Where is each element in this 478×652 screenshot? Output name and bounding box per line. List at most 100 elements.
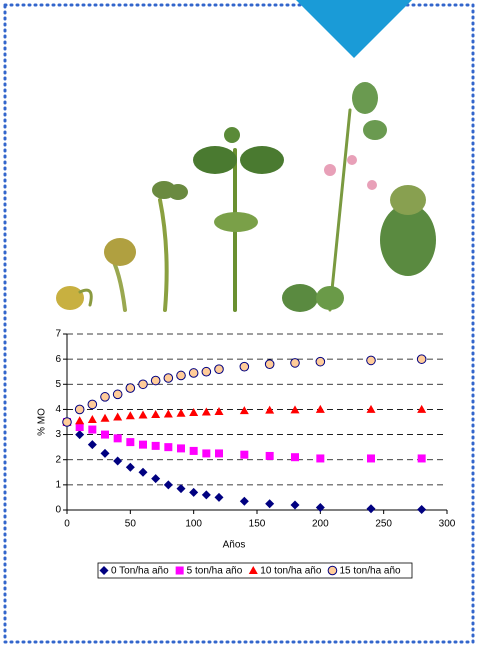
- y-axis-label: % MO: [37, 408, 48, 436]
- y-tick-label: 7: [55, 329, 61, 340]
- data-point: [201, 490, 211, 500]
- legend-marker: [248, 566, 258, 574]
- data-point: [112, 389, 123, 400]
- data-point: [215, 449, 223, 458]
- legend-label: 10 ton/ha año: [260, 566, 322, 577]
- x-tick-label: 150: [249, 519, 266, 530]
- y-tick-label: 3: [55, 429, 61, 440]
- data-point: [100, 413, 110, 422]
- data-point: [163, 480, 173, 490]
- data-point: [239, 406, 249, 415]
- data-point: [264, 359, 275, 369]
- data-point: [113, 456, 123, 466]
- legend-marker: [99, 566, 109, 575]
- data-point: [138, 379, 148, 390]
- data-point: [150, 375, 161, 386]
- data-point: [240, 450, 249, 459]
- data-point: [125, 462, 135, 472]
- data-point: [88, 425, 97, 434]
- data-point: [366, 404, 376, 413]
- data-point: [316, 454, 325, 463]
- data-point: [138, 410, 148, 419]
- legend-label: 0 Ton/ha año: [111, 566, 169, 577]
- data-point: [87, 399, 98, 410]
- data-point: [151, 474, 161, 484]
- data-point: [75, 430, 85, 440]
- data-point: [100, 392, 110, 402]
- data-point: [417, 404, 427, 413]
- data-point: [416, 354, 427, 364]
- data-point: [176, 370, 186, 381]
- data-point: [113, 412, 123, 421]
- data-point: [315, 356, 326, 367]
- data-point: [265, 451, 274, 460]
- x-tick-label: 100: [185, 519, 202, 530]
- legend: 0 Ton/ha año 5 ton/ha año 10 ton/ha año 15 …: [97, 562, 413, 579]
- data-point: [366, 355, 376, 366]
- data-point: [189, 487, 199, 497]
- data-point: [139, 440, 147, 449]
- data-point: [188, 368, 199, 378]
- data-point: [87, 414, 97, 423]
- x-axis-label: Años: [223, 540, 246, 551]
- dotted-border: [3, 3, 475, 644]
- data-point: [62, 417, 72, 427]
- data-point: [189, 446, 198, 455]
- data-point: [177, 444, 185, 453]
- y-tick-label: 1: [55, 479, 61, 490]
- data-point: [101, 430, 109, 439]
- data-point: [126, 438, 135, 447]
- legend-marker: [327, 565, 338, 576]
- data-point: [125, 383, 136, 393]
- data-point: [315, 404, 325, 413]
- data-point: [201, 407, 211, 416]
- data-point: [164, 443, 173, 452]
- data-point: [113, 434, 122, 443]
- y-tick-label: 6: [55, 354, 61, 365]
- data-point: [239, 361, 250, 372]
- x-tick-label: 200: [312, 519, 329, 530]
- data-point: [290, 358, 300, 368]
- data-point: [125, 411, 135, 420]
- data-point: [75, 423, 84, 432]
- data-point: [151, 409, 161, 418]
- data-point: [201, 366, 212, 377]
- data-point: [214, 364, 224, 375]
- x-tick-label: 0: [64, 519, 70, 530]
- data-point: [265, 499, 275, 509]
- data-point: [163, 409, 173, 418]
- data-point: [291, 453, 299, 462]
- y-tick-label: 5: [55, 379, 61, 390]
- y-tick-label: 4: [55, 404, 61, 415]
- data-point: [290, 500, 300, 510]
- data-point: [214, 492, 224, 502]
- y-tick-label: 2: [55, 454, 61, 465]
- legend-label: 5 ton/ha año: [187, 566, 243, 577]
- data-point: [75, 416, 85, 425]
- x-tick-label: 300: [439, 519, 456, 530]
- data-point: [290, 405, 300, 414]
- data-point: [417, 504, 427, 514]
- data-point: [367, 454, 375, 463]
- data-point: [163, 373, 174, 383]
- data-point: [176, 408, 186, 417]
- data-point: [100, 448, 110, 458]
- data-point: [151, 441, 160, 450]
- x-tick-label: 50: [125, 519, 137, 530]
- data-point: [138, 467, 148, 477]
- y-tick-label: 0: [55, 505, 61, 516]
- data-point: [366, 504, 376, 514]
- triangle-decoration: [296, 0, 412, 58]
- data-point: [417, 454, 426, 463]
- data-point: [87, 440, 97, 450]
- data-point: [189, 407, 199, 416]
- legend-marker: [175, 566, 184, 575]
- legend-label: 15 ton/ha año: [339, 566, 401, 577]
- plant-illustration: [56, 82, 436, 312]
- data-point: [202, 449, 211, 458]
- data-point: [315, 502, 325, 512]
- data-point: [74, 404, 85, 415]
- data-point: [176, 484, 186, 494]
